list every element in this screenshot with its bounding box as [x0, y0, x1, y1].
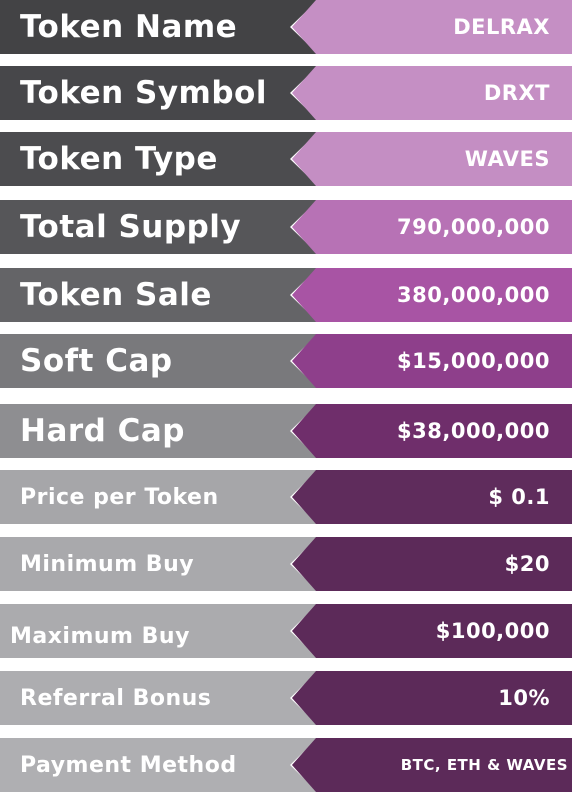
table-row: Minimum Buy $20 [0, 537, 572, 591]
row-value-payment-method: BTC, ETH & WAVES [292, 738, 572, 792]
row-label-soft-cap: Soft Cap [0, 334, 318, 388]
row-value-token-sale: 380,000,000 [292, 268, 572, 322]
row-label-token-sale: Token Sale [0, 268, 318, 322]
row-value-token-symbol: DRXT [292, 66, 572, 120]
row-label-price-per-token: Price per Token [0, 470, 318, 524]
table-row: Token Name DELRAX [0, 0, 572, 54]
table-row: Total Supply 790,000,000 [0, 200, 572, 254]
table-row: Hard Cap $38,000,000 [0, 404, 572, 458]
row-label-maximum-buy: Maximum Buy [0, 604, 318, 658]
row-value-maximum-buy: $100,000 [292, 604, 572, 658]
row-value-soft-cap: $15,000,000 [292, 334, 572, 388]
table-row: Price per Token $ 0.1 [0, 470, 572, 524]
table-row: Token Type WAVES [0, 132, 572, 186]
row-label-minimum-buy: Minimum Buy [0, 537, 318, 591]
table-row: Referral Bonus 10% [0, 671, 572, 725]
row-value-hard-cap: $38,000,000 [292, 404, 572, 458]
table-row: Token Symbol DRXT [0, 66, 572, 120]
row-label-referral-bonus: Referral Bonus [0, 671, 318, 725]
row-label-token-name: Token Name [0, 0, 318, 54]
row-value-total-supply: 790,000,000 [292, 200, 572, 254]
table-row: Soft Cap $15,000,000 [0, 334, 572, 388]
table-row: Token Sale 380,000,000 [0, 268, 572, 322]
row-value-referral-bonus: 10% [292, 671, 572, 725]
row-label-token-symbol: Token Symbol [0, 66, 318, 120]
row-label-total-supply: Total Supply [0, 200, 318, 254]
row-value-price-per-token: $ 0.1 [292, 470, 572, 524]
row-label-hard-cap: Hard Cap [0, 404, 318, 458]
row-label-token-type: Token Type [0, 132, 318, 186]
row-value-token-name: DELRAX [292, 0, 572, 54]
row-value-token-type: WAVES [292, 132, 572, 186]
table-row: Maximum Buy $100,000 [0, 604, 572, 658]
row-label-payment-method: Payment Method [0, 738, 318, 792]
row-value-minimum-buy: $20 [292, 537, 572, 591]
table-row: Payment Method BTC, ETH & WAVES [0, 738, 572, 792]
